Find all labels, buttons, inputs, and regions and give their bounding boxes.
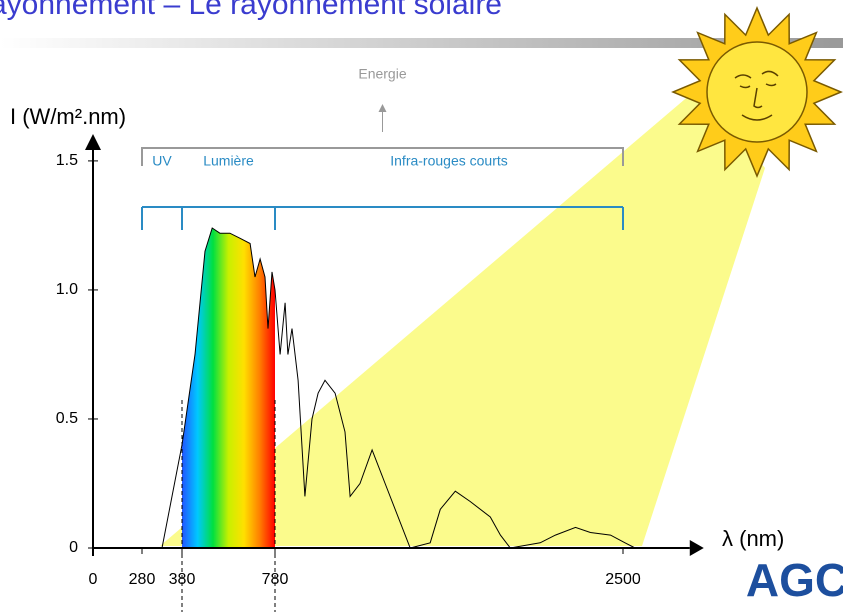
energy-label: Energie: [358, 66, 406, 82]
x-tick-label: 280: [129, 571, 156, 588]
title-bar: [0, 38, 843, 48]
y-tick-label: 0: [69, 539, 78, 556]
logo: AGC: [746, 554, 843, 606]
x-tick-label: 780: [262, 571, 289, 588]
spectrum-line: [161, 227, 636, 549]
y-axis-label: I (W/m².nm): [10, 104, 126, 129]
y-tick-label: 0.5: [56, 410, 78, 427]
energy-arrowhead: [378, 104, 387, 112]
visible-area: [182, 228, 275, 548]
slide-title: ayonnement – Le rayonnement solaire: [0, 0, 502, 21]
y-axis-arrow: [85, 134, 101, 150]
band-label: Infra-rouges courts: [390, 153, 508, 169]
sun: [671, 6, 843, 178]
y-tick-label: 1.0: [56, 281, 78, 298]
x-tick-label: 2500: [605, 571, 641, 588]
band-label: UV: [152, 153, 172, 169]
x-tick-label: 380: [169, 571, 196, 588]
energy-bracket: [141, 147, 624, 166]
x-tick-label: 0: [89, 571, 98, 588]
x-axis-arrow: [689, 540, 704, 556]
band-label: Lumière: [203, 153, 254, 169]
x-axis-label: λ (nm): [722, 526, 784, 551]
y-tick-label: 1.5: [56, 152, 78, 169]
